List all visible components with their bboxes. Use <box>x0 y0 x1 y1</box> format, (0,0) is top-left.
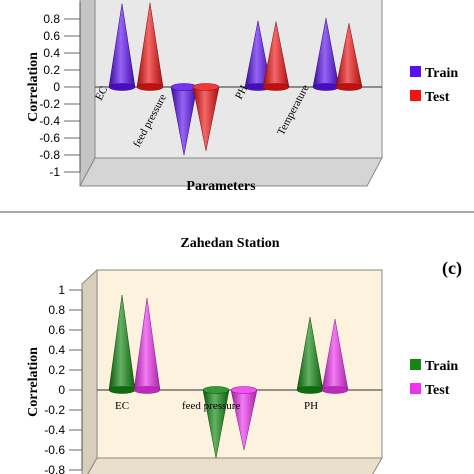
category-label: feed pressure <box>182 400 240 412</box>
legend-swatch-train <box>410 66 421 77</box>
cone-base-test-feed-pressure <box>230 386 258 394</box>
cone-base-train-ec <box>108 83 136 91</box>
chart-side-wall <box>79 0 96 187</box>
cone-base-train-ec <box>108 386 136 394</box>
y-tick-label: 0.8 <box>48 303 65 317</box>
cone-base-train-feed-pressure <box>202 386 230 394</box>
chart-side-wall <box>81 268 98 474</box>
legend-label-test: Test <box>425 383 450 398</box>
y-tick-label: -0.8 <box>39 148 60 162</box>
y-tick-label: -0.2 <box>44 403 65 417</box>
x-axis-title: Parameters <box>186 179 256 194</box>
panel-label: (c) <box>442 258 462 279</box>
cone-base-test-ph <box>321 386 349 394</box>
legend-swatch-test <box>410 90 421 101</box>
category-label: PH <box>233 83 250 101</box>
legend-label-train: Train <box>425 359 458 374</box>
y-tick-label: 0.6 <box>48 323 65 337</box>
y-axis-title: Correlation <box>26 347 41 417</box>
top-chart: -1 -0.8 -0.6 -0.4 -0.2 0 0.2 0.4 0.6 0.8 Correlati… <box>26 0 458 194</box>
y-tick-label: 1 <box>58 283 65 297</box>
y-tick-label: -0.6 <box>44 443 65 457</box>
chart-title: Zahedan Station <box>180 236 279 251</box>
category-label: EC <box>93 84 110 102</box>
legend-label-train: Train <box>425 66 458 81</box>
y-tick-label: -0.4 <box>39 114 60 128</box>
y-tick-label: -0.2 <box>39 97 60 111</box>
bottom-chart: -0.8 -0.6 -0.4 -0.2 0 0.2 0.4 0.6 0.8 1 Correlatio… <box>26 236 462 474</box>
y-tick-label: 0.4 <box>48 343 65 357</box>
y-tick-label: 0.6 <box>43 29 60 43</box>
y-tick-label: 0.4 <box>43 46 60 60</box>
chart-floor <box>79 157 383 187</box>
legend-swatch-test <box>410 383 421 394</box>
y-tick-label: -0.4 <box>44 423 65 437</box>
y-tick-label: 0 <box>58 383 65 397</box>
y-tick-label: 0.2 <box>43 63 60 77</box>
y-tick-label: -0.8 <box>44 463 65 474</box>
legend-swatch-train <box>410 359 421 370</box>
cone-base-test-feed-pressure <box>192 83 220 91</box>
y-axis-title: Correlation <box>26 52 41 122</box>
cone-base-test-ph <box>262 83 290 91</box>
cone-base-train-ph <box>296 386 324 394</box>
cone-base-test-ec <box>133 386 161 394</box>
cone-base-train-temperature <box>312 83 340 91</box>
legend-label-test: Test <box>425 90 450 105</box>
cone-base-test-ec <box>136 83 164 91</box>
category-label: PH <box>304 400 318 412</box>
category-label: EC <box>115 400 129 412</box>
y-tick-label: 0 <box>53 80 60 94</box>
y-tick-label: -0.6 <box>39 131 60 145</box>
cone-base-test-temperature <box>335 83 363 91</box>
y-tick-label: 0.8 <box>43 12 60 26</box>
chart-floor <box>87 457 383 474</box>
y-tick-label: 0.2 <box>48 363 65 377</box>
y-tick-label: -1 <box>49 165 60 179</box>
